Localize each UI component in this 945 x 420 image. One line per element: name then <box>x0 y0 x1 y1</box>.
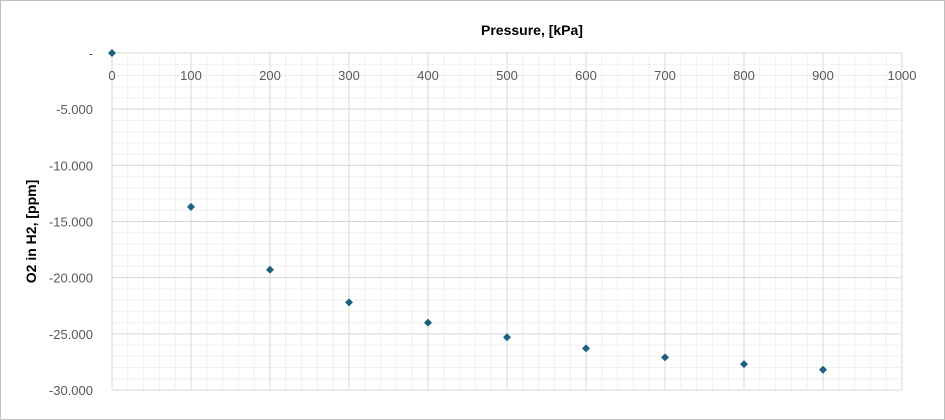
y-tick-label: -30.000 <box>49 383 93 398</box>
data-point <box>819 365 827 374</box>
x-tick-label: 600 <box>575 68 597 83</box>
x-tick-label: 700 <box>654 68 676 83</box>
x-tick-label: 100 <box>180 68 202 83</box>
x-tick-label: 300 <box>338 68 360 83</box>
x-tick-label: 200 <box>259 68 281 83</box>
data-point <box>266 265 274 274</box>
y-tick-label: -5.000 <box>56 102 93 117</box>
y-tick-label: -20.000 <box>49 271 93 286</box>
x-axis-tick-labels: 0 100 200 300 400 500 600 700 800 900 1000 <box>108 68 916 83</box>
data-point <box>503 333 511 342</box>
y-axis-title: O2 in H2, [ppm] <box>23 180 39 283</box>
data-point <box>661 353 669 362</box>
x-tick-label: 500 <box>496 68 518 83</box>
y-tick-label: - <box>89 46 93 61</box>
x-axis-title: Pressure, [kPa] <box>481 22 583 38</box>
data-series <box>108 49 827 374</box>
data-point <box>424 318 432 327</box>
y-axis-tick-labels: - -5.000 -10.000 -15.000 -20.000 -25.000 -30.0… <box>49 46 93 398</box>
x-tick-label: 400 <box>417 68 439 83</box>
x-tick-label: 0 <box>108 68 115 83</box>
data-point <box>345 298 353 307</box>
y-tick-label: -25.000 <box>49 327 93 342</box>
y-tick-label: -10.000 <box>49 158 93 173</box>
x-tick-label: 1000 <box>888 68 917 83</box>
data-point <box>108 49 116 57</box>
major-gridlines <box>111 52 903 391</box>
data-point <box>582 344 590 353</box>
x-tick-label: 900 <box>812 68 834 83</box>
y-tick-label: -15.000 <box>49 215 93 230</box>
x-tick-label: 800 <box>733 68 755 83</box>
data-point <box>187 202 195 211</box>
data-point <box>740 360 748 369</box>
